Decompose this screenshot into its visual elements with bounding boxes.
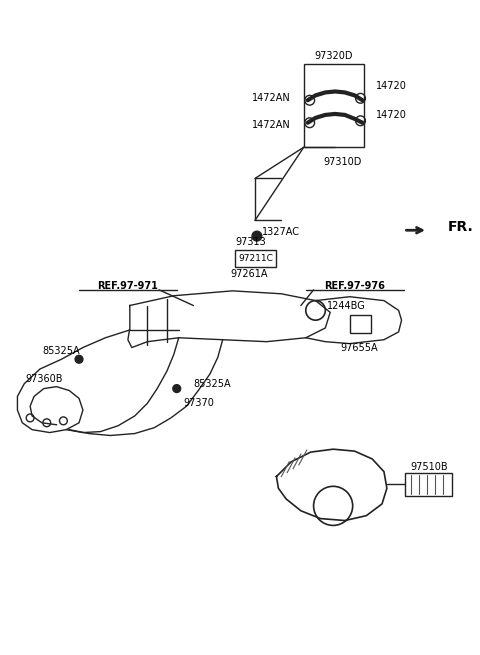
Text: 14720: 14720 — [376, 81, 407, 90]
Text: 97211C: 97211C — [239, 254, 273, 263]
Text: 1472AN: 1472AN — [252, 120, 291, 130]
Text: 97510B: 97510B — [410, 462, 448, 472]
Text: 97313: 97313 — [235, 237, 266, 247]
Text: 97370: 97370 — [183, 398, 215, 408]
Circle shape — [75, 356, 83, 363]
Text: 1327AC: 1327AC — [262, 227, 300, 237]
Bar — [235, 250, 276, 267]
Circle shape — [252, 231, 262, 241]
Bar — [406, 473, 452, 496]
Text: 85325A: 85325A — [193, 379, 231, 388]
Text: 97360B: 97360B — [25, 374, 62, 384]
Text: 1244BG: 1244BG — [327, 301, 366, 310]
Circle shape — [173, 384, 180, 392]
Bar — [304, 64, 364, 147]
Text: 97261A: 97261A — [230, 269, 268, 279]
Text: 85325A: 85325A — [43, 346, 80, 356]
Text: 14720: 14720 — [376, 110, 407, 120]
Text: 97320D: 97320D — [314, 51, 352, 62]
Text: 97655A: 97655A — [340, 343, 378, 352]
Text: REF.97-976: REF.97-976 — [324, 281, 385, 291]
Text: 1472AN: 1472AN — [252, 93, 291, 103]
Text: REF.97-971: REF.97-971 — [97, 281, 158, 291]
Text: FR.: FR. — [447, 220, 473, 234]
Bar — [350, 315, 371, 333]
Text: 97310D: 97310D — [324, 157, 362, 167]
